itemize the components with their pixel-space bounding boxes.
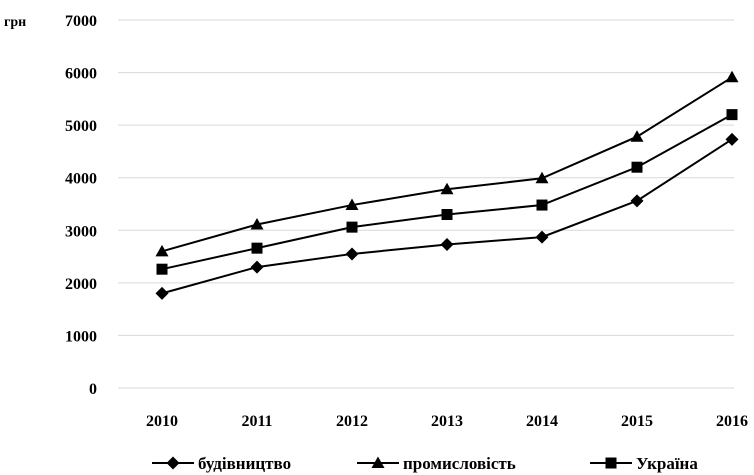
legend-label: Україна xyxy=(636,454,698,473)
x-tick-label: 2013 xyxy=(431,413,463,430)
data-point xyxy=(345,198,359,211)
x-tick-label: 2015 xyxy=(621,413,653,430)
data-point xyxy=(251,242,263,254)
data-point xyxy=(535,171,549,184)
legend-item: Україна xyxy=(590,454,698,473)
x-tick-label: 2011 xyxy=(241,413,272,430)
data-point xyxy=(250,260,264,274)
y-tick-label: 6000 xyxy=(65,66,97,83)
data-point xyxy=(725,132,739,146)
data-point xyxy=(440,182,454,195)
data-point xyxy=(155,244,169,257)
x-tick-label: 2014 xyxy=(526,413,558,430)
y-tick-label: 1000 xyxy=(65,328,97,345)
data-point xyxy=(155,286,169,300)
data-point xyxy=(440,237,454,251)
x-tick-label: 2012 xyxy=(336,413,368,430)
data-point xyxy=(725,70,739,83)
legend-marker xyxy=(166,456,180,470)
y-axis-label: грн xyxy=(4,15,26,30)
data-point xyxy=(726,109,738,121)
legend-label: промисловість xyxy=(403,454,516,473)
data-point xyxy=(630,194,644,208)
y-tick-label: 0 xyxy=(89,381,97,398)
series-square xyxy=(156,109,738,275)
data-point xyxy=(631,161,643,173)
data-point xyxy=(441,209,453,221)
data-point xyxy=(536,199,548,211)
legend-item: будівництво xyxy=(152,454,291,473)
y-tick-label: 4000 xyxy=(65,171,97,188)
x-tick-label: 2016 xyxy=(716,413,748,430)
legend-label: будівництво xyxy=(198,454,291,473)
x-axis-ticks: 2010 2011 2012 2013 2014 2015 2016 xyxy=(146,413,748,430)
data-point xyxy=(250,218,264,230)
data-point xyxy=(345,247,359,261)
y-tick-label: 7000 xyxy=(65,13,97,30)
data-point xyxy=(630,130,644,142)
grid-lines xyxy=(118,19,734,389)
y-tick-label: 2000 xyxy=(65,276,97,293)
series-line xyxy=(161,76,733,253)
data-point xyxy=(535,230,549,244)
legend-marker xyxy=(371,456,385,468)
data-point xyxy=(346,221,358,233)
legend: будівництво промисловість Україна xyxy=(152,454,698,473)
series-diamond xyxy=(155,132,739,300)
y-axis-ticks: 0 1000 2000 3000 4000 5000 6000 7000 xyxy=(65,13,97,398)
data-point xyxy=(156,263,168,275)
series-triangle xyxy=(155,70,739,257)
series-lines xyxy=(155,70,739,300)
y-tick-label: 5000 xyxy=(65,118,97,135)
legend-marker xyxy=(605,457,617,469)
y-tick-label: 3000 xyxy=(65,223,97,240)
x-tick-label: 2010 xyxy=(146,413,178,430)
legend-item: промисловість xyxy=(357,454,516,473)
